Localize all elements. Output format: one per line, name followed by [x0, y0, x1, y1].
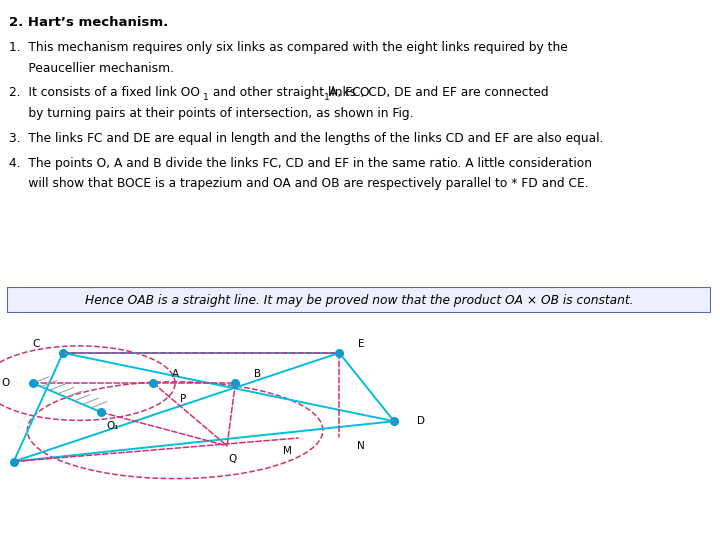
Text: Hence OAB is a straight line. It may be proved now that the product OA × OB is c: Hence OAB is a straight line. It may be … [85, 294, 634, 307]
Text: 1: 1 [324, 93, 330, 102]
Text: and other straight links O: and other straight links O [209, 86, 369, 99]
Text: 1: 1 [203, 93, 209, 102]
Text: 2.  It consists of a fixed link OO: 2. It consists of a fixed link OO [9, 86, 199, 99]
Text: 3.  The links FC and DE are equal in length and the lengths of the links CD and : 3. The links FC and DE are equal in leng… [9, 132, 603, 145]
Text: O₁: O₁ [106, 421, 118, 431]
Text: B: B [253, 369, 261, 379]
Text: D: D [418, 416, 426, 426]
Text: A, FC, CD, DE and EF are connected: A, FC, CD, DE and EF are connected [329, 86, 549, 99]
Text: A: A [171, 369, 179, 379]
Text: Peaucellier mechanism.: Peaucellier mechanism. [9, 62, 174, 75]
Text: 4.  The points O, A and B divide the links FC, CD and EF in the same ratio. A li: 4. The points O, A and B divide the link… [9, 157, 592, 170]
Text: by turning pairs at their points of intersection, as shown in Fig.: by turning pairs at their points of inte… [9, 107, 413, 120]
Text: 1.  This mechanism requires only six links as compared with the eight links requ: 1. This mechanism requires only six link… [9, 41, 567, 54]
Text: Q: Q [228, 454, 237, 464]
Text: O: O [1, 378, 9, 388]
Text: M: M [283, 447, 292, 456]
Text: 2. Hart’s mechanism.: 2. Hart’s mechanism. [9, 16, 168, 29]
Text: N: N [357, 441, 365, 451]
Text: C: C [32, 339, 40, 349]
Text: E: E [358, 339, 364, 349]
Text: P: P [180, 394, 186, 404]
Text: will show that BOCE is a trapezium and OA and OB are respectively parallel to * : will show that BOCE is a trapezium and O… [9, 177, 588, 190]
FancyBboxPatch shape [7, 287, 711, 313]
